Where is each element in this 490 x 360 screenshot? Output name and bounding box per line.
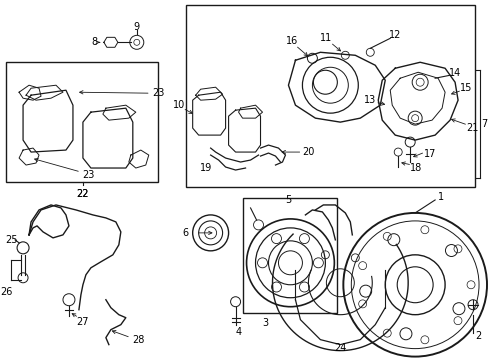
Text: 21: 21 <box>466 123 478 133</box>
Text: 8: 8 <box>92 37 98 47</box>
Text: 25: 25 <box>5 235 17 245</box>
Text: 2: 2 <box>475 330 481 341</box>
Bar <box>186 5 475 187</box>
Bar <box>243 198 337 313</box>
Text: 22: 22 <box>76 189 89 199</box>
Text: 22: 22 <box>76 189 89 199</box>
Text: 1: 1 <box>438 192 444 202</box>
Text: 7: 7 <box>481 119 487 129</box>
Text: 28: 28 <box>133 335 145 345</box>
Text: 14: 14 <box>449 68 461 78</box>
Text: 23: 23 <box>152 88 165 98</box>
Text: 24: 24 <box>334 343 346 352</box>
Text: 6: 6 <box>183 228 189 238</box>
Text: 17: 17 <box>424 149 436 159</box>
Text: 26: 26 <box>0 287 12 297</box>
Text: 23: 23 <box>83 170 95 180</box>
Text: 19: 19 <box>199 163 212 173</box>
Bar <box>6 62 158 182</box>
Text: 3: 3 <box>263 318 269 328</box>
Text: 10: 10 <box>172 100 185 110</box>
Text: 11: 11 <box>320 33 333 43</box>
Text: 4: 4 <box>236 327 242 337</box>
Text: 20: 20 <box>302 147 315 157</box>
Text: 5: 5 <box>285 195 292 205</box>
Text: 16: 16 <box>286 36 298 46</box>
Text: 12: 12 <box>389 30 401 40</box>
Text: 18: 18 <box>410 163 422 173</box>
Text: 15: 15 <box>460 83 472 93</box>
Text: 27: 27 <box>76 317 89 327</box>
Text: 13: 13 <box>364 95 376 105</box>
Text: 9: 9 <box>134 22 140 32</box>
